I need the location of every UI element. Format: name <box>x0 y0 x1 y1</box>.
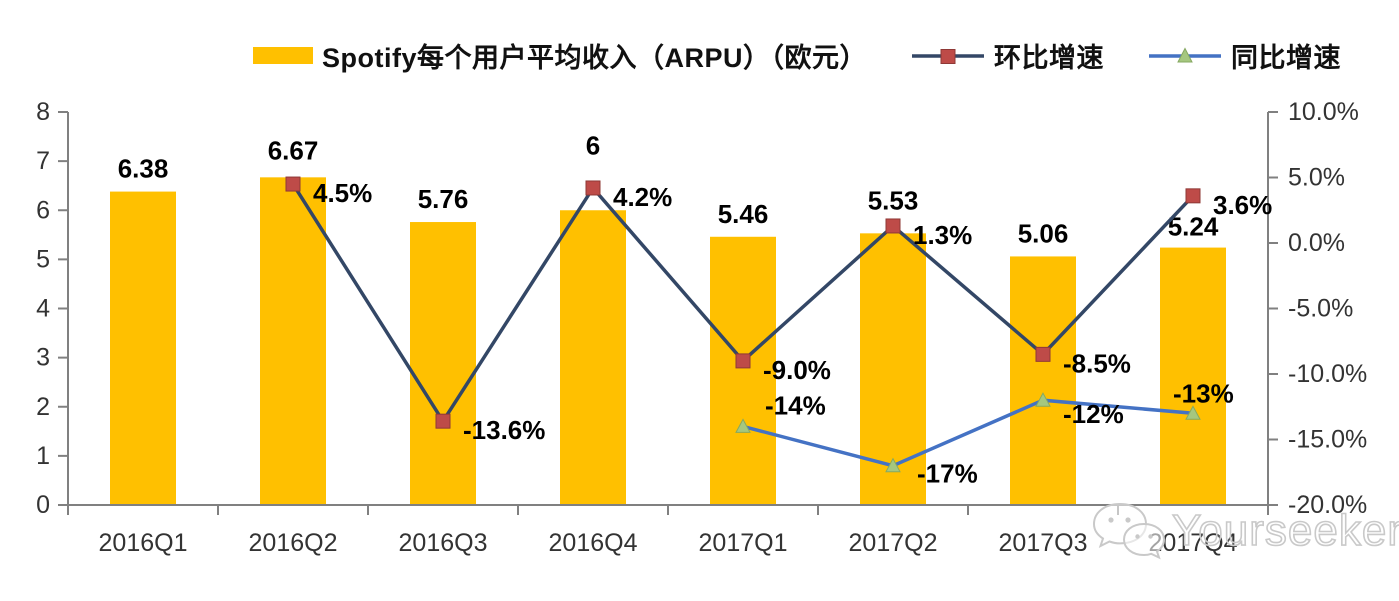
bar-value-label: 5.46 <box>718 199 769 229</box>
y-right-tick-label: 5.0% <box>1288 164 1345 192</box>
yoy-line-series-marker <box>885 457 901 473</box>
qoq-line-series-marker <box>885 218 901 234</box>
bar-value-label: 5.76 <box>418 184 469 214</box>
qoq-line-series-value-label: -13.6% <box>463 415 545 445</box>
qoq-line-series: 4.5% -13.6% 4.2% -9.0% 1.3% -8.5% 3.6% <box>285 176 1272 445</box>
y-right-tick-label: -20.0% <box>1288 491 1367 519</box>
bar-value-label: 6.67 <box>268 135 319 165</box>
y-left-tick-label: 8 <box>36 98 50 126</box>
y-left-tick-label: 7 <box>36 147 50 175</box>
x-category-label: 2017Q1 <box>699 529 788 557</box>
y-axis-right-ticks: 10.0% 5.0% 0.0% -5.0% -10.0% -15.0% -20.0% <box>1268 98 1367 519</box>
y-right-tick-label: 10.0% <box>1288 98 1359 126</box>
bar-value-label: 6.38 <box>118 154 169 184</box>
bar-2017Q3 <box>1010 256 1076 505</box>
y-left-tick-label: 3 <box>36 344 50 372</box>
y-left-tick-label: 2 <box>36 393 50 421</box>
y-right-tick-label: -10.0% <box>1288 360 1367 388</box>
qoq-line-series-value-label: 1.3% <box>913 220 972 250</box>
qoq-line-series-value-label: 3.6% <box>1213 190 1272 220</box>
yoy-line-series: -14% -17% -12% -13% <box>735 378 1234 489</box>
bar-2016Q4 <box>560 210 626 505</box>
qoq-line-series-marker <box>435 413 451 429</box>
y-right-tick-label: -15.0% <box>1288 426 1367 454</box>
bar-2016Q1 <box>110 191 176 505</box>
y-left-tick-label: 6 <box>36 196 50 224</box>
qoq-line-series-marker <box>735 353 751 369</box>
bar-2016Q2 <box>260 177 326 505</box>
qoq-line-series-marker <box>1185 188 1201 204</box>
y-left-tick-label: 5 <box>36 245 50 273</box>
qoq-line-series-value-label: 4.2% <box>613 182 672 212</box>
yoy-line-series-value-label: -17% <box>917 459 978 489</box>
x-category-label: 2016Q1 <box>99 529 188 557</box>
qoq-line-series-marker <box>1035 346 1051 362</box>
bar-series <box>110 177 1226 506</box>
x-axis-ticks: 2016Q1 2016Q2 2016Q3 2016Q4 2017Q1 2017Q2 2017… <box>67 505 1269 557</box>
y-left-tick-label: 4 <box>36 295 50 323</box>
qoq-line-series-value-label: -8.5% <box>1063 348 1131 378</box>
x-category-label: 2016Q4 <box>549 529 638 557</box>
y-left-tick-label: 1 <box>36 442 50 470</box>
legend-item-qoq: 环比增速 <box>911 36 1104 75</box>
bar-2017Q4 <box>1160 247 1226 505</box>
bar-value-label: 5.06 <box>1018 218 1069 248</box>
bar-2017Q1 <box>710 236 776 505</box>
yoy-legend-marker-icon <box>1149 46 1221 62</box>
bar-series-swatch <box>253 47 313 64</box>
bar-value-label: 5.53 <box>868 185 919 215</box>
y-right-tick-label: -5.0% <box>1288 295 1353 323</box>
x-category-label: 2017Q2 <box>849 529 938 557</box>
qoq-line-series-value-label: 4.5% <box>313 178 372 208</box>
bar-value-label: 6 <box>586 130 600 160</box>
yoy-line-series-marker <box>1185 405 1201 420</box>
x-category-label: 2016Q3 <box>399 529 488 557</box>
yoy-line-series-marker <box>1035 392 1051 407</box>
x-category-label: 2016Q2 <box>249 529 338 557</box>
yoy-line-series-marker <box>735 418 751 433</box>
x-category-label: 2017Q3 <box>999 529 1088 557</box>
x-category-label: 2017Q4 <box>1149 529 1238 557</box>
bar-value-label: 5.24 <box>1168 212 1219 242</box>
yoy-line-series-value-label: -12% <box>1063 399 1124 429</box>
yoy-line-series-path <box>742 398 1194 468</box>
legend-label-qoq: 环比增速 <box>994 43 1104 73</box>
chart-legend: Spotify每个用户平均收入（ARPU）（欧元） 环比增速 同比增速 <box>253 36 1341 75</box>
legend-item-yoy: 同比增速 <box>1148 36 1341 75</box>
qoq-line-series-value-label: -9.0% <box>763 355 831 385</box>
bar-value-labels: 6.38 6.67 5.76 6 5.46 5.53 5.06 5.24 <box>118 130 1219 248</box>
legend-item-arpu: Spotify每个用户平均收入（ARPU）（欧元） <box>253 36 867 75</box>
legend-label-arpu: Spotify每个用户平均收入（ARPU）（欧元） <box>322 43 867 73</box>
qoq-line-series-marker <box>285 176 301 192</box>
y-left-tick-label: 0 <box>36 491 50 519</box>
bar-2016Q3 <box>410 222 476 506</box>
qoq-legend-marker-icon <box>912 48 984 64</box>
y-right-tick-label: 0.0% <box>1288 229 1345 257</box>
yoy-line-series-value-label: -14% <box>765 390 826 420</box>
qoq-line-series-marker <box>585 180 601 196</box>
y-axis-left-ticks: 0 1 2 3 4 5 6 7 8 <box>36 98 68 519</box>
yoy-line-series-value-label: -13% <box>1173 378 1234 408</box>
legend-label-yoy: 同比增速 <box>1231 43 1341 73</box>
